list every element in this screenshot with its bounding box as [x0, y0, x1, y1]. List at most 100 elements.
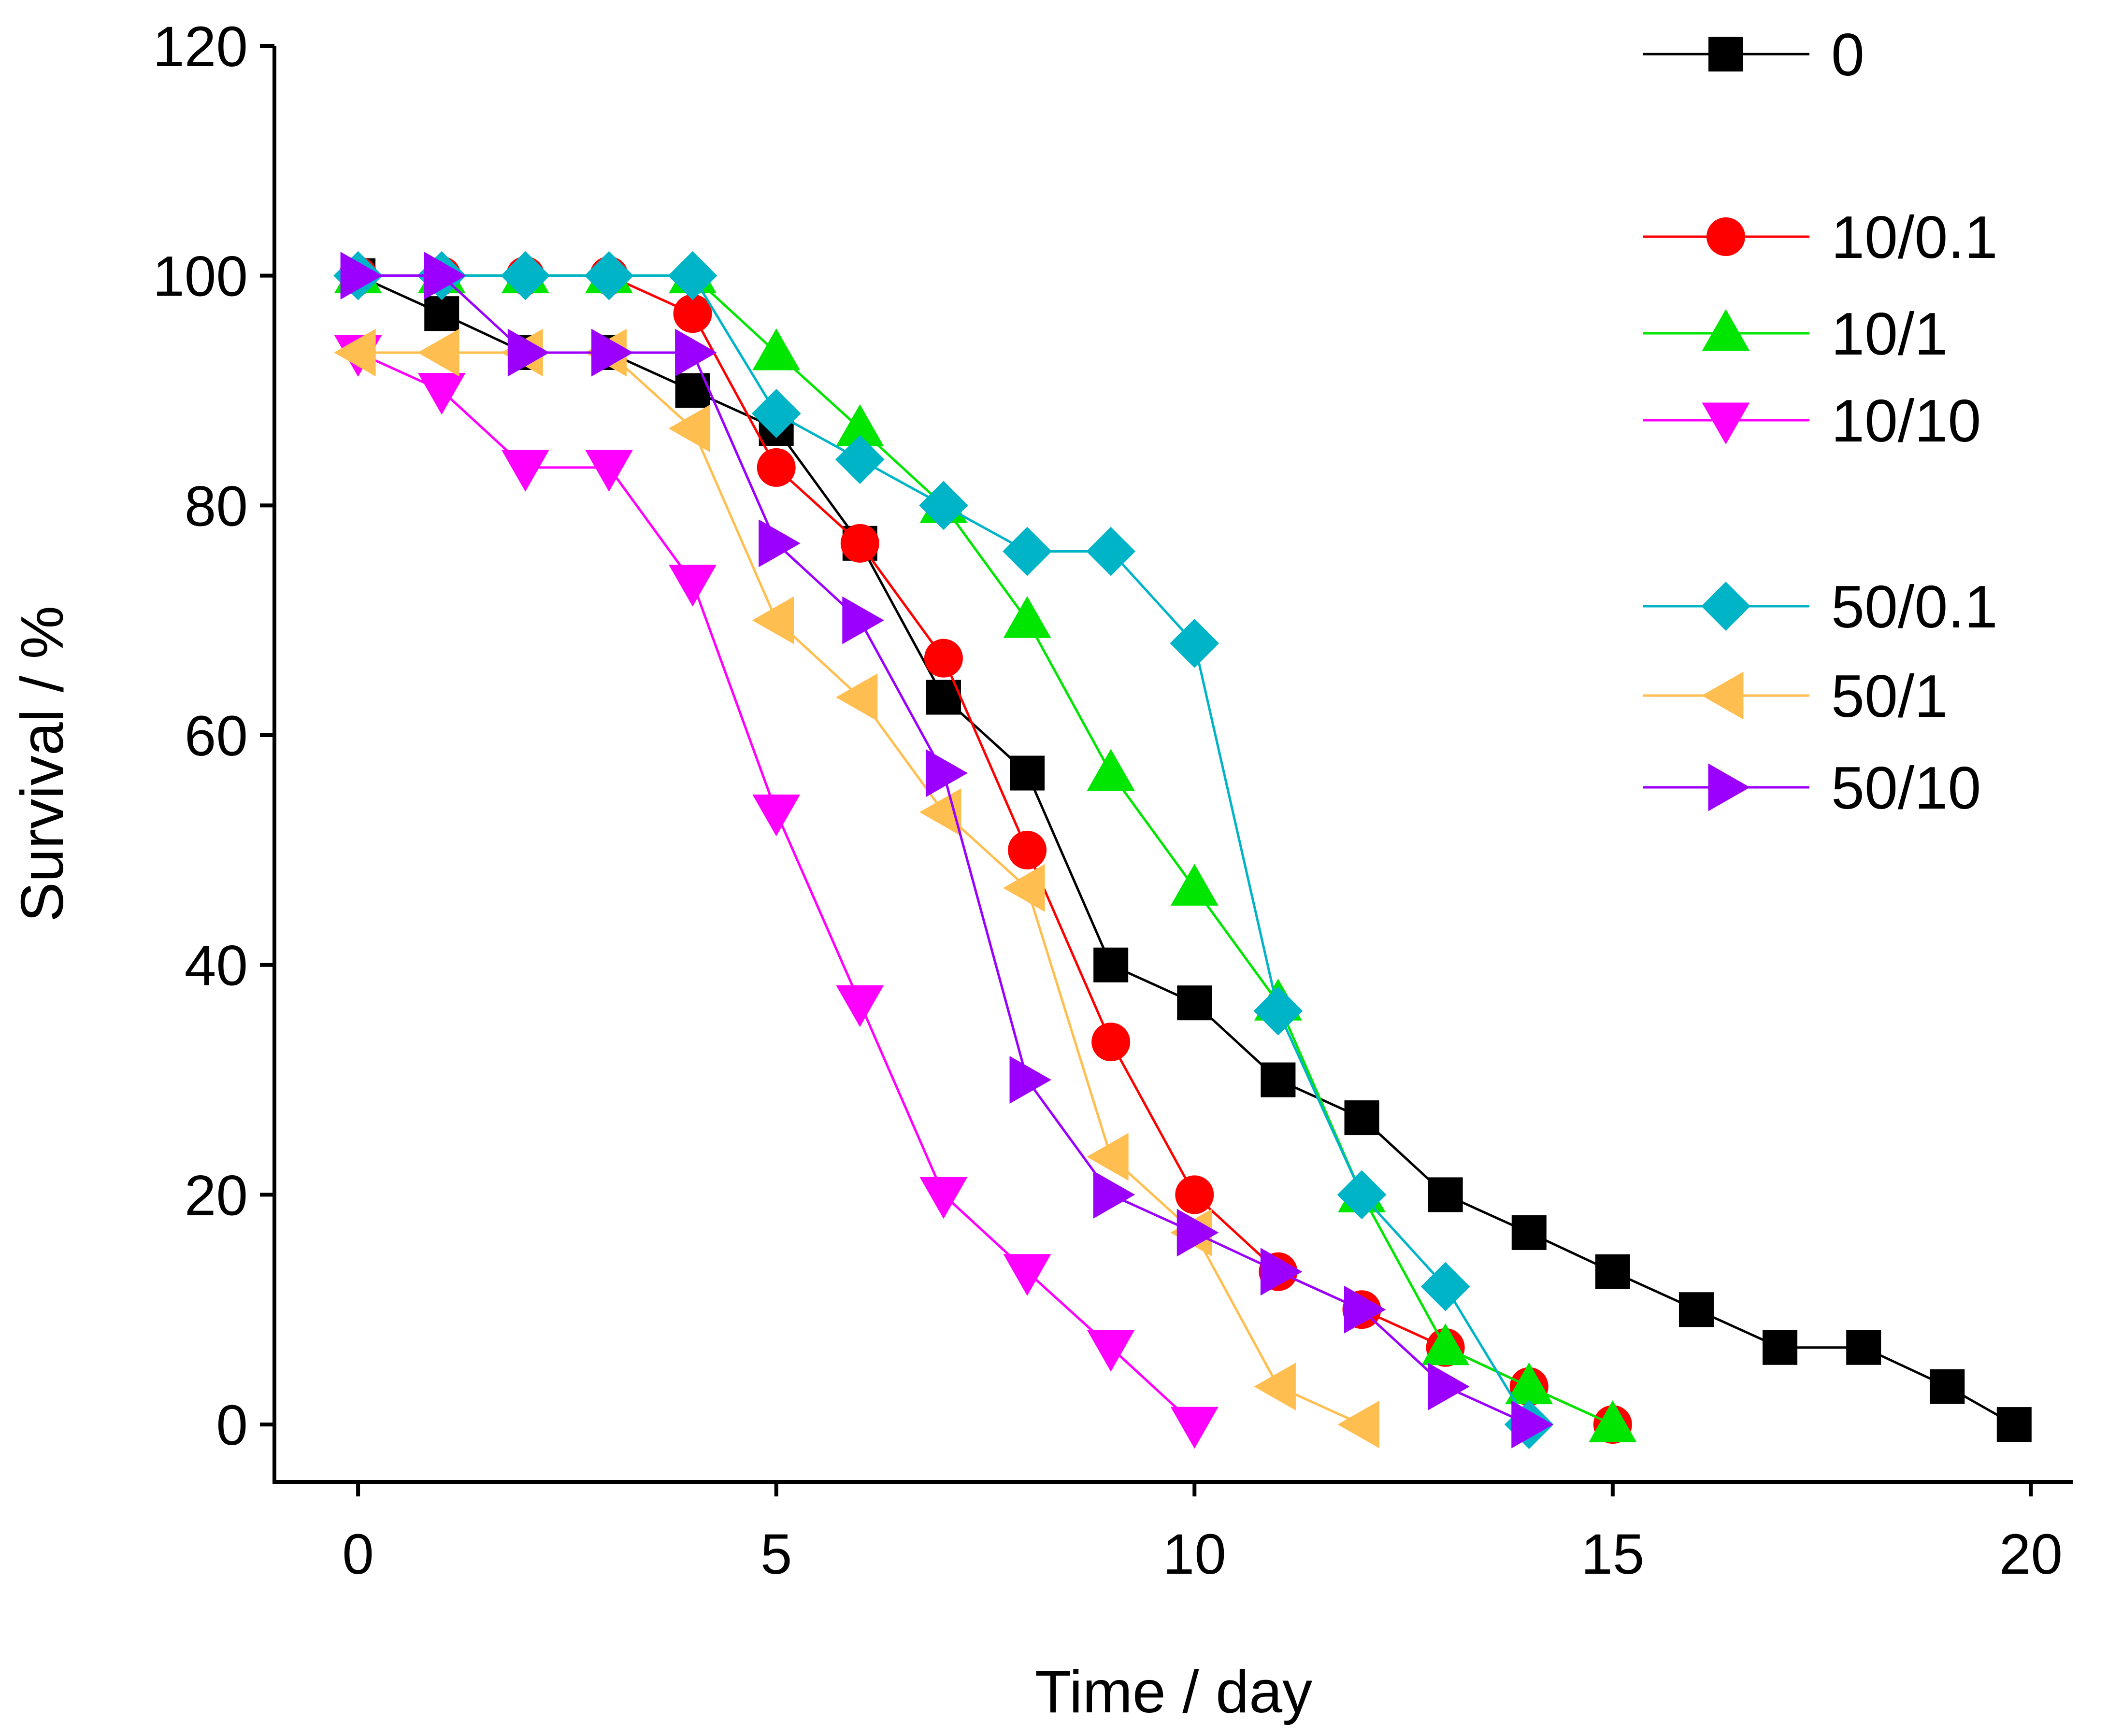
legend: 0 10/0.1 10/1 10/10 50/0.1 50/1 50/10: [1643, 22, 1998, 822]
data-point-50-10: [1176, 1209, 1219, 1257]
y-tick-label: 0: [216, 1394, 248, 1457]
data-point-50-10: [675, 328, 717, 377]
data-point-0: [1261, 1062, 1296, 1097]
data-point-50-10: [926, 749, 968, 797]
series-10-10: [334, 335, 1219, 1449]
data-point-10-1: [752, 328, 801, 370]
data-point-10-10: [836, 985, 884, 1027]
data-point-0: [1930, 1369, 1965, 1404]
data-point-50-1: [1087, 1133, 1129, 1181]
y-axis-title: Survival / %: [9, 606, 76, 922]
data-point-50-1: [835, 673, 878, 721]
data-point-0: [1678, 1292, 1714, 1327]
x-tick-label: 5: [760, 1523, 792, 1586]
data-point-50-1: [334, 328, 376, 377]
data-point-10-10: [669, 565, 717, 607]
legend-label-50-1: 50/1: [1831, 663, 1948, 730]
data-point-0: [1996, 1407, 2032, 1442]
data-point-50-0-1: [1253, 986, 1303, 1036]
data-point-0: [1344, 1100, 1379, 1136]
data-point-50-10: [507, 328, 550, 377]
data-point-50-10: [424, 252, 466, 300]
data-point-50-0-1: [1086, 526, 1135, 576]
legend-marker-10-0-1: [1706, 217, 1745, 256]
data-point-10-10: [919, 1177, 968, 1219]
legend-item-10-0-1: 10/0.1: [1643, 204, 1998, 271]
axes: 0 5 10 15 20 0 20 40 60 80 100 120: [153, 15, 2073, 1586]
data-point-50-1: [668, 404, 711, 453]
series-line-50-1: [358, 351, 1362, 1426]
data-point-10-0-1: [1008, 830, 1047, 869]
data-point-10-1: [1170, 864, 1219, 906]
data-point-50-0-1: [1420, 1262, 1470, 1311]
data-point-50-10: [759, 519, 801, 568]
x-tick-label: 15: [1581, 1523, 1644, 1586]
data-point-50-0-1: [584, 251, 634, 300]
data-point-10-1: [1421, 1323, 1470, 1366]
legend-marker-0: [1708, 37, 1743, 71]
legend-label-10-0-1: 10/0.1: [1831, 204, 1998, 271]
data-point-10-0-1: [840, 524, 879, 563]
legend-item-50-0-1: 50/0.1: [1643, 574, 1998, 640]
data-point-50-0-1: [668, 251, 717, 300]
series-line-0: [358, 274, 2015, 1426]
x-tick-label: 20: [1999, 1523, 2063, 1586]
data-point-10-0-1: [757, 448, 796, 487]
legend-marker-10-1: [1702, 309, 1750, 351]
series-50-0-1: [333, 251, 1554, 1449]
data-point-0: [424, 296, 459, 331]
data-point-10-1: [1589, 1400, 1637, 1442]
y-tick-label: 80: [185, 474, 248, 538]
series-line-50-0-1: [358, 274, 1530, 1425]
series-line-10-10: [358, 351, 1195, 1425]
legend-marker-50-0-1: [1701, 582, 1750, 631]
data-point-10-0-1: [924, 639, 963, 678]
data-point-50-0-1: [1170, 618, 1219, 668]
legend-label-50-0-1: 50/0.1: [1831, 574, 1998, 640]
data-point-0: [1010, 755, 1045, 791]
data-point-50-10: [1428, 1363, 1470, 1411]
data-point-10-10: [752, 794, 801, 837]
data-point-0: [1763, 1330, 1798, 1365]
series-50-1: [334, 328, 1380, 1449]
legend-marker-50-10: [1708, 763, 1750, 811]
series-50-10: [340, 252, 1553, 1449]
data-point-50-0-1: [1003, 526, 1052, 576]
legend-marker-50-1: [1701, 671, 1744, 720]
series-0: [341, 258, 2032, 1442]
data-point-50-1: [1003, 864, 1045, 912]
data-point-50-10: [1093, 1170, 1135, 1219]
data-point-10-10: [501, 450, 549, 492]
y-tick-label: 20: [185, 1164, 248, 1227]
data-point-50-0-1: [835, 435, 885, 484]
data-point-10-1: [1087, 749, 1135, 791]
legend-item-50-10: 50/10: [1643, 755, 1981, 822]
data-point-50-1: [752, 596, 794, 644]
data-point-50-0-1: [1337, 1170, 1387, 1220]
data-point-50-10: [1260, 1248, 1303, 1296]
x-tick-label: 10: [1163, 1523, 1226, 1586]
data-point-50-1: [417, 328, 459, 377]
data-point-10-10: [1087, 1330, 1135, 1372]
x-tick-label: 0: [342, 1523, 374, 1586]
legend-item-50-1: 50/1: [1643, 663, 1948, 730]
data-point-0: [1511, 1215, 1547, 1250]
data-point-50-10: [1009, 1056, 1052, 1104]
data-point-10-0-1: [673, 294, 712, 333]
data-point-10-10: [1003, 1254, 1051, 1296]
data-point-50-0-1: [751, 389, 801, 438]
data-point-0: [1428, 1177, 1463, 1212]
data-point-10-10: [417, 373, 466, 415]
legend-label-0: 0: [1831, 22, 1864, 88]
data-point-50-1: [1337, 1400, 1380, 1449]
y-tick-label: 120: [153, 15, 248, 79]
legend-item-10-10: 10/10: [1643, 388, 1981, 455]
data-point-10-0-1: [1091, 1023, 1131, 1062]
data-point-0: [1093, 947, 1129, 982]
data-point-0: [1846, 1330, 1881, 1365]
data-point-50-1: [1254, 1363, 1296, 1411]
data-point-50-0-1: [501, 251, 550, 300]
legend-label-50-10: 50/10: [1831, 755, 1981, 822]
legend-item-10-1: 10/1: [1643, 301, 1948, 368]
data-point-50-10: [1511, 1400, 1553, 1449]
